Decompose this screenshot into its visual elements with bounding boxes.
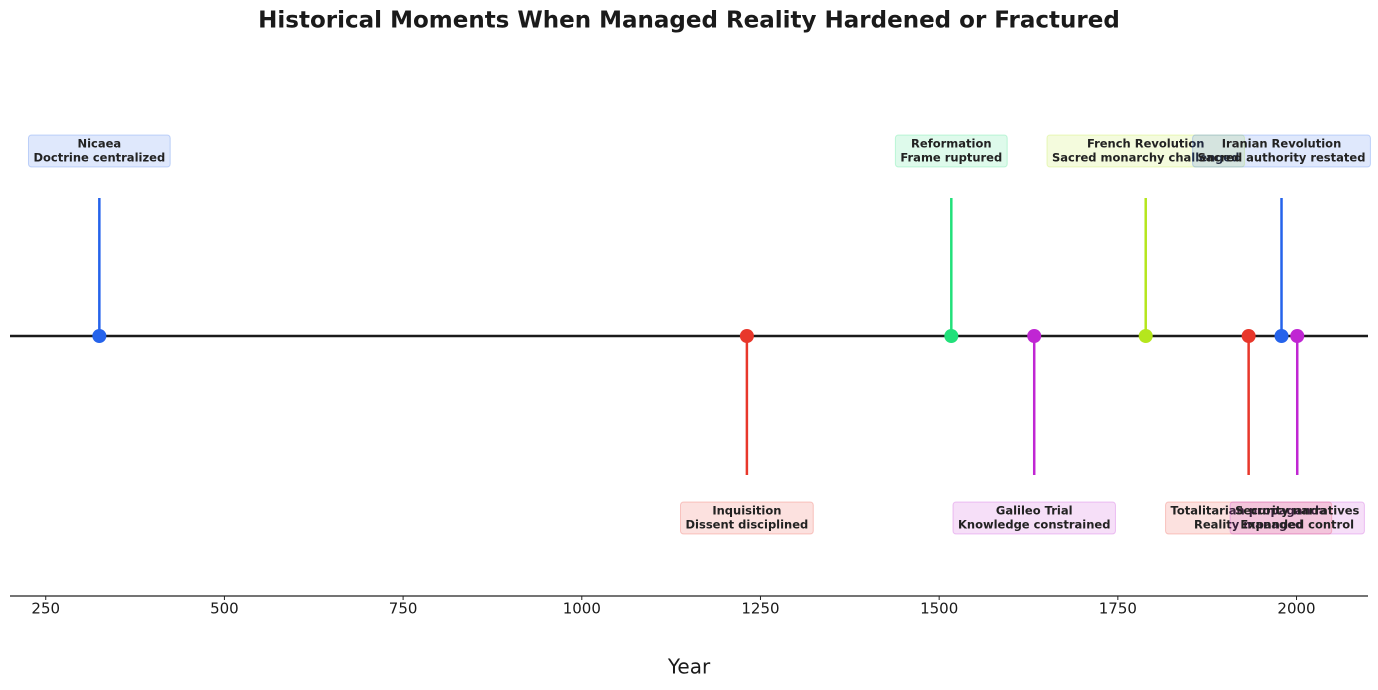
event-name: Galileo Trial [996, 504, 1073, 518]
x-axis-label: Year [667, 655, 711, 679]
label-box [1229, 501, 1365, 535]
x-tick-label: 1750 [1099, 600, 1137, 618]
event-name: Security narratives [1235, 504, 1359, 518]
x-tick-label: 2000 [1277, 600, 1315, 618]
event-description: Knowledge constrained [958, 518, 1110, 532]
event-description: Dissent disciplined [686, 518, 809, 532]
event-dot [92, 329, 107, 343]
event-dot [1274, 329, 1289, 343]
event-name: French Revolution [1087, 137, 1205, 151]
event-dot [1241, 329, 1256, 343]
label-box [1046, 134, 1245, 168]
event-dot [1138, 329, 1153, 343]
x-tick-label: 1500 [920, 600, 958, 618]
event-description: Reality managed [1194, 518, 1303, 532]
label-box [894, 134, 1008, 168]
event-dot [1027, 329, 1042, 343]
label-box [680, 501, 814, 535]
event-dot [944, 329, 959, 343]
x-tick-label: 750 [389, 600, 418, 618]
event-name: Reformation [911, 137, 992, 151]
event-description: Expanded control [1240, 518, 1354, 532]
event-name: Nicaea [77, 137, 121, 151]
label-box [1165, 501, 1333, 535]
chart-title: Historical Moments When Managed Reality … [258, 8, 1120, 34]
label-box [952, 501, 1116, 535]
event-name: Iranian Revolution [1222, 137, 1342, 151]
event-description: Doctrine centralized [33, 151, 165, 165]
event-name: Inquisition [712, 504, 781, 518]
x-tick-label: 250 [31, 600, 60, 618]
event-description: Sacred monarchy challenged [1052, 151, 1239, 165]
x-tick-label: 500 [210, 600, 239, 618]
label-box [1192, 134, 1371, 168]
event-description: Frame ruptured [900, 151, 1002, 165]
event-name: Totalitarian propaganda [1171, 504, 1327, 518]
event-dot [739, 329, 754, 343]
event-dot [1290, 329, 1305, 343]
x-tick-label: 1000 [563, 600, 601, 618]
x-tick-label: 1250 [741, 600, 779, 618]
event-description: Sacred authority restated [1198, 151, 1366, 165]
label-box [27, 134, 171, 168]
